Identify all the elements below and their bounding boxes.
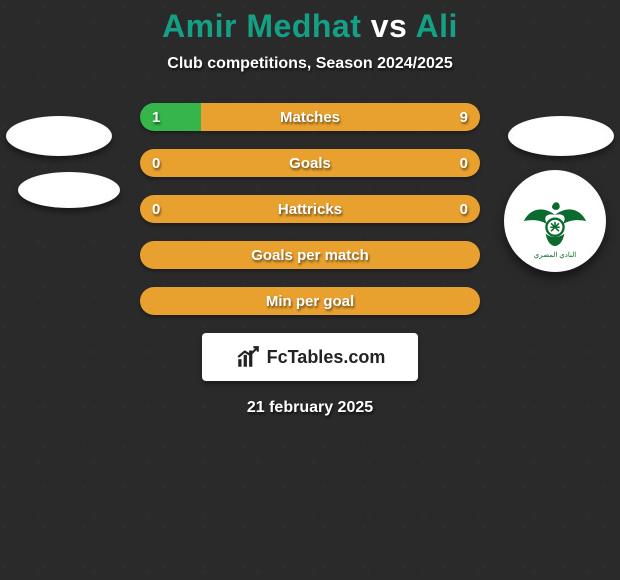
bar-right-fill	[140, 149, 480, 177]
branding-box: FcTables.com	[202, 333, 418, 381]
bar-row: Min per goal	[140, 287, 480, 315]
bar-right-fill	[140, 287, 480, 315]
bar-row: Goals per match	[140, 241, 480, 269]
bar-row: Hattricks00	[140, 195, 480, 223]
comparison-date: 21 february 2025	[0, 399, 620, 417]
player-b-club-crest: النادي المصري	[504, 170, 606, 272]
chart-icon	[235, 344, 261, 370]
player-b-photo-placeholder	[508, 116, 614, 156]
eagle-crest-icon: النادي المصري	[516, 182, 594, 260]
club-arabic-text: النادي المصري	[534, 251, 576, 259]
content-wrap: Amir Medhat vs Ali Club competitions, Se…	[0, 0, 620, 580]
subtitle: Club competitions, Season 2024/2025	[0, 55, 620, 73]
page-title: Amir Medhat vs Ali	[0, 0, 620, 45]
bar-row: Matches19	[140, 103, 480, 131]
player-a-name: Amir Medhat	[162, 8, 361, 44]
branding-text: FcTables.com	[267, 347, 386, 368]
bar-left-fill	[140, 103, 201, 131]
bar-row: Goals00	[140, 149, 480, 177]
bar-right-fill	[140, 241, 480, 269]
bar-right-fill	[201, 103, 480, 131]
player-a-club-placeholder	[18, 172, 120, 208]
comparison-bars: Matches19 Goals00 Hattricks00 Goals per mat…	[140, 103, 480, 315]
player-a-photo-placeholder	[6, 116, 112, 156]
vs-word: vs	[371, 8, 408, 44]
bar-right-fill	[140, 195, 480, 223]
player-b-name: Ali	[416, 8, 458, 44]
